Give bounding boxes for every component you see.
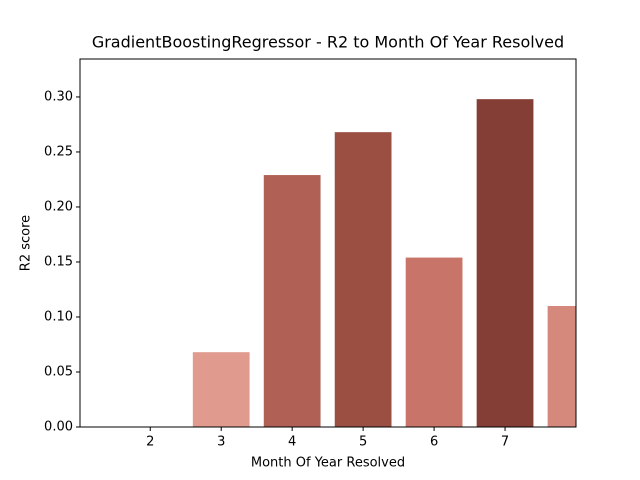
x-axis-label: Month Of Year Resolved xyxy=(251,456,405,471)
bar xyxy=(192,352,250,427)
y-tick-label: 0.20 xyxy=(44,199,73,214)
y-tick-label: 0.15 xyxy=(44,254,73,269)
axes-frame xyxy=(79,58,577,428)
bar xyxy=(263,175,321,427)
bar xyxy=(334,132,392,427)
chart-title: GradientBoostingRegressor - R2 to Month … xyxy=(92,33,564,52)
x-tick-label: 2 xyxy=(146,435,154,450)
plot-area xyxy=(192,99,576,427)
x-tick-label: 4 xyxy=(288,435,296,450)
x-tick-label: 3 xyxy=(217,435,225,450)
y-tick-label: 0.10 xyxy=(44,309,73,324)
y-tick-label: 0.25 xyxy=(44,144,73,159)
x-tick-label: 5 xyxy=(359,435,367,450)
y-tick-label: 0.00 xyxy=(44,420,73,435)
bar xyxy=(405,257,463,427)
y-tick-label: 0.30 xyxy=(44,89,73,104)
x-tick-label: 7 xyxy=(501,435,509,450)
y-tick-label: 0.05 xyxy=(44,364,73,379)
bar xyxy=(476,99,534,427)
y-axis-label: R2 score xyxy=(19,215,34,271)
bar xyxy=(547,305,576,427)
x-tick-label: 6 xyxy=(430,435,438,450)
